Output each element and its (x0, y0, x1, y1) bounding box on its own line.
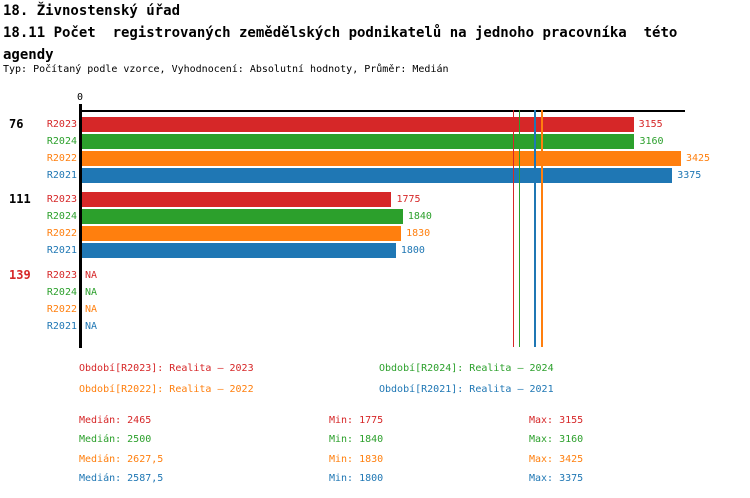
period-label: R2023 (46, 119, 77, 130)
median-line-r2023 (512, 110, 515, 347)
median-line-r2021 (534, 110, 536, 347)
bar (82, 226, 402, 241)
na-value-label: NA (85, 270, 98, 281)
bar (82, 168, 673, 183)
legend-item-r2023: Období[R2023]: Realita – 2023 (79, 363, 254, 374)
stat-min: Min: 1800 (329, 473, 384, 484)
stat-max: Max: 3375 (529, 473, 584, 484)
group-label: 139 (9, 268, 31, 282)
period-label: R2022 (46, 153, 77, 164)
x-axis-line (80, 110, 685, 112)
stat-min: Min: 1830 (329, 454, 384, 465)
stat-min: Min: 1775 (329, 415, 384, 426)
bar (82, 151, 681, 166)
bar (82, 117, 634, 132)
period-label: R2024 (46, 136, 77, 147)
stat-median: Medián: 2587,5 (79, 473, 164, 484)
period-label: R2023 (46, 194, 77, 205)
legend-item-r2024: Období[R2024]: Realita – 2024 (379, 363, 554, 374)
bar-value-label: 3425 (686, 153, 711, 164)
bar-value-label: 1830 (406, 228, 431, 239)
stat-median: Medián: 2465 (79, 415, 152, 426)
bar (82, 134, 635, 149)
period-label: R2022 (46, 228, 77, 239)
stat-min: Min: 1840 (329, 434, 384, 445)
legend-item-r2022: Období[R2022]: Realita – 2022 (79, 384, 254, 395)
period-label: R2024 (46, 211, 77, 222)
median-line-r2024 (518, 110, 521, 347)
na-value-label: NA (85, 321, 98, 332)
period-label: R2023 (46, 270, 77, 281)
y-axis-line (78, 104, 82, 348)
axis-origin-label: 0 (76, 92, 84, 103)
stat-max: Max: 3160 (529, 434, 584, 445)
period-label: R2024 (46, 287, 77, 298)
bar-value-label: 1840 (407, 211, 432, 222)
bar (82, 209, 403, 224)
bar (82, 243, 396, 258)
bar-value-label: 1775 (396, 194, 421, 205)
na-value-label: NA (85, 304, 98, 315)
period-label: R2021 (46, 170, 77, 181)
indicator-meta: Typ: Počítaný podle vzorce, Vyhodnocení:… (3, 64, 449, 75)
na-value-label: NA (85, 287, 98, 298)
bar-value-label: 1800 (400, 245, 425, 256)
bar-value-label: 3155 (638, 119, 663, 130)
stat-median: Medián: 2500 (79, 434, 152, 445)
period-label: R2021 (46, 321, 77, 332)
group-label: 76 (9, 117, 24, 131)
median-line-r2022 (541, 110, 543, 347)
stat-max: Max: 3425 (529, 454, 584, 465)
period-label: R2022 (46, 304, 77, 315)
report-section-title: 18. Živnostenský úřad (3, 3, 181, 19)
stat-median: Medián: 2627,5 (79, 454, 164, 465)
period-label: R2021 (46, 245, 77, 256)
group-label: 111 (9, 192, 31, 206)
legend-item-r2021: Období[R2021]: Realita – 2021 (379, 384, 554, 395)
bar-value-label: 3375 (677, 170, 702, 181)
stat-max: Max: 3155 (529, 415, 584, 426)
bar-value-label: 3160 (639, 136, 664, 147)
indicator-title: 18.11 Počet registrovaných zemědělských … (3, 25, 678, 63)
bar (82, 192, 392, 207)
